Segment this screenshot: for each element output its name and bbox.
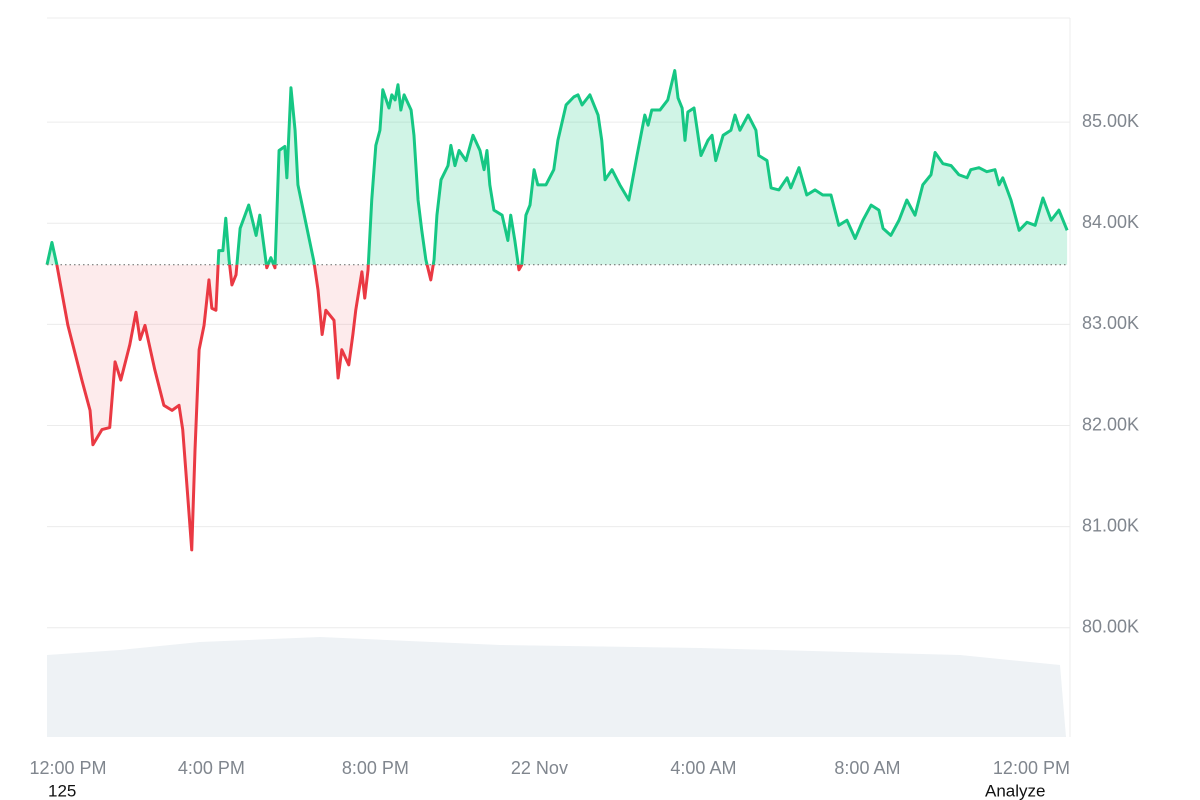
volume-shade: [47, 637, 1066, 737]
y-tick-label: 80.00K: [1082, 617, 1139, 637]
x-tick-label: 12:00 PM: [29, 758, 106, 778]
footer-left: 125: [48, 781, 76, 800]
price-line-up: [45, 69, 1069, 265]
y-tick-label: 84.00K: [1082, 212, 1139, 232]
x-tick-label: 8:00 PM: [342, 758, 409, 778]
y-tick-label: 82.00K: [1082, 414, 1139, 434]
area-up: [47, 70, 1068, 265]
y-tick-label: 85.00K: [1082, 111, 1139, 131]
footer-right: Analyze: [985, 781, 1045, 800]
x-tick-label: 22 Nov: [511, 758, 568, 778]
x-tick-label: 12:00 PM: [993, 758, 1070, 778]
x-tick-label: 4:00 PM: [178, 758, 245, 778]
y-tick-label: 81.00K: [1082, 515, 1139, 535]
area-down: [56, 264, 522, 550]
y-tick-label: 83.00K: [1082, 313, 1139, 333]
x-tick-label: 4:00 AM: [670, 758, 736, 778]
x-tick-label: 8:00 AM: [834, 758, 900, 778]
